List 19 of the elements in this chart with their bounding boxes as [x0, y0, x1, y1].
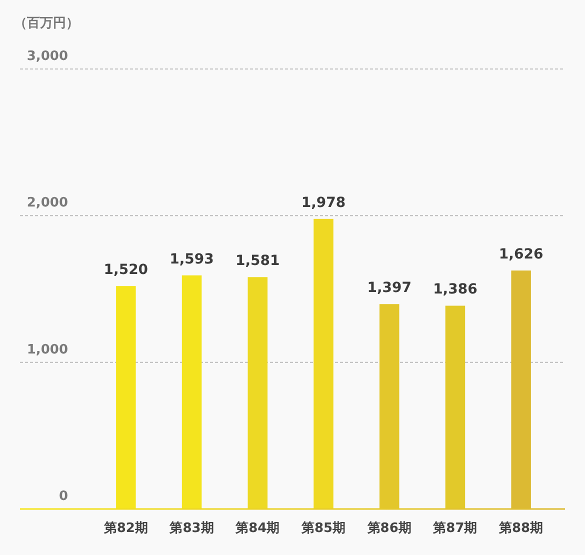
data-label: 1,978 [301, 194, 346, 211]
data-label: 1,386 [433, 282, 478, 298]
x-tick-label: 第83期 [168, 521, 214, 536]
data-label: 1,581 [235, 253, 280, 270]
y-tick-label: 2,000 [26, 196, 68, 211]
data-label: 1,520 [104, 262, 148, 278]
x-tick-label: 第86期 [366, 521, 412, 536]
x-tick-label: 第82期 [102, 521, 148, 536]
y-tick-label: 1,000 [26, 342, 68, 358]
x-tick-label: 第87期 [432, 521, 478, 536]
y-tick-label: 3,000 [26, 49, 68, 64]
data-label: 1,626 [498, 246, 544, 263]
x-tick-label: 第84期 [234, 521, 280, 536]
y-axis-title: （百万円） [14, 16, 79, 31]
data-label: 1,397 [367, 280, 412, 296]
data-label: 1,593 [170, 251, 214, 268]
x-tick-label: 第88期 [498, 521, 544, 536]
y-tick-label: 0 [58, 489, 68, 504]
x-tick-label: 第85期 [300, 521, 346, 536]
